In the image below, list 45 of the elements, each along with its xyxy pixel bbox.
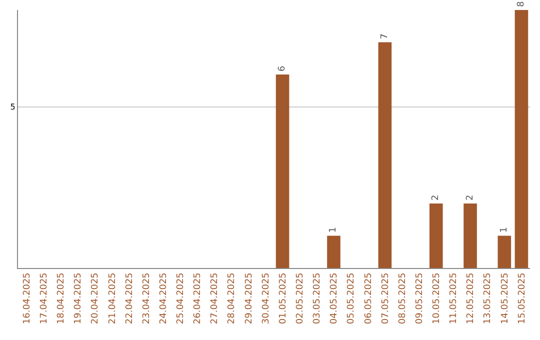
x-tick-label: 27.04.2025 (210, 272, 220, 324)
x-tick-label: 20.04.2025 (90, 272, 101, 324)
x-tick-label: 21.04.2025 (108, 272, 118, 324)
x-tick-label: 24.04.2025 (158, 272, 169, 324)
x-tick-label: 10.05.2025 (432, 272, 442, 324)
x-tick-label: 23.04.2025 (142, 272, 152, 324)
x-tick-label: 01.05.2025 (278, 272, 288, 324)
x-tick-label: 11.05.2025 (449, 272, 460, 324)
data-label: 6 (278, 66, 288, 72)
x-tick-label: 13.05.2025 (483, 272, 494, 324)
bar (464, 204, 477, 268)
data-label: 8 (516, 1, 526, 7)
bar (327, 236, 340, 268)
data-label: 2 (465, 194, 476, 200)
bar (276, 74, 290, 268)
bar (429, 204, 443, 268)
bar (378, 42, 392, 268)
x-tick-label: 06.05.2025 (364, 272, 374, 324)
x-tick-label: 16.04.2025 (22, 272, 32, 324)
x-tick-label: 18.04.2025 (56, 272, 67, 324)
x-tick-label: 28.04.2025 (227, 272, 238, 324)
x-tick-label: 26.04.2025 (193, 272, 204, 324)
x-tick-label: 07.05.2025 (380, 272, 391, 324)
x-tick-label: 22.04.2025 (124, 272, 135, 324)
x-tick-label: 29.04.2025 (244, 272, 254, 324)
x-tick-label: 08.05.2025 (398, 272, 408, 324)
bar (498, 236, 512, 268)
data-label: 7 (380, 34, 390, 40)
x-tick-label: 12.05.2025 (466, 272, 476, 324)
x-tick-label: 04.05.2025 (330, 272, 340, 324)
x-tick-label: 02.05.2025 (296, 272, 306, 324)
x-tick-label: 05.05.2025 (346, 272, 357, 324)
x-tick-label: 03.05.2025 (312, 272, 323, 324)
data-label: 2 (431, 194, 442, 200)
x-tick-label: 09.05.2025 (414, 272, 425, 324)
x-tick-label: 25.04.2025 (176, 272, 186, 324)
x-tick-label: 14.05.2025 (500, 272, 510, 324)
x-tick-label: 30.04.2025 (261, 272, 272, 324)
data-label: 1 (328, 227, 339, 233)
x-tick-label: 15.05.2025 (517, 272, 528, 324)
x-tick-label: 19.04.2025 (74, 272, 84, 324)
data-label: 1 (499, 227, 510, 233)
bar (514, 10, 528, 268)
x-tick-label: 17.04.2025 (40, 272, 50, 324)
y-tick-label: 5 (10, 102, 16, 112)
